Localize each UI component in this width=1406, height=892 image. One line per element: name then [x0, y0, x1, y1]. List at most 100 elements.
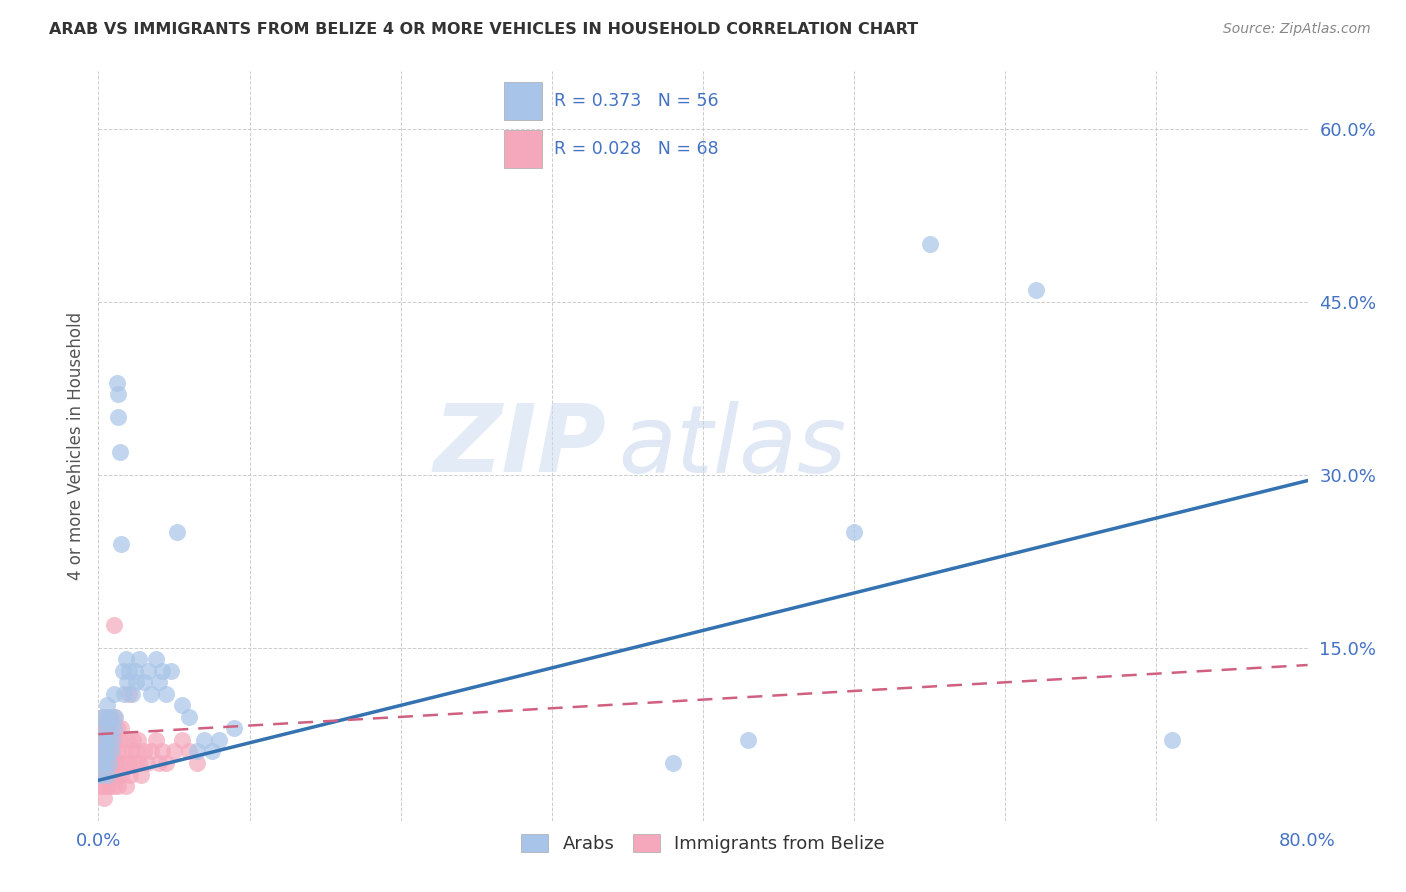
Point	[114, 652, 136, 666]
Point	[91, 710, 114, 724]
Point	[89, 779, 111, 793]
Point	[103, 756, 125, 770]
Point	[107, 756, 129, 770]
Point	[96, 779, 118, 793]
Point	[111, 664, 134, 678]
Point	[114, 779, 136, 793]
Point	[121, 687, 143, 701]
Point	[101, 767, 124, 781]
Point	[148, 675, 170, 690]
Point	[94, 744, 117, 758]
Point	[105, 722, 128, 736]
Point	[100, 744, 122, 758]
Point	[141, 687, 163, 701]
Point	[98, 767, 121, 781]
Bar	[505, 82, 541, 120]
Point	[110, 767, 132, 781]
Point	[193, 733, 215, 747]
Point	[110, 537, 132, 551]
Point	[148, 756, 170, 770]
Text: R = 0.373   N = 56: R = 0.373 N = 56	[554, 93, 718, 111]
Point	[170, 698, 193, 713]
Point	[201, 744, 224, 758]
Point	[89, 767, 111, 781]
Point	[661, 756, 683, 770]
Text: Source: ZipAtlas.com: Source: ZipAtlas.com	[1223, 22, 1371, 37]
Point	[145, 733, 167, 747]
Point	[108, 733, 131, 747]
Point	[91, 710, 114, 724]
Point	[108, 444, 131, 458]
Point	[844, 525, 866, 540]
Point	[103, 722, 125, 736]
Point	[91, 744, 114, 758]
Point	[91, 779, 114, 793]
Point	[98, 744, 121, 758]
Point	[89, 767, 111, 781]
Point	[89, 744, 111, 758]
Point	[104, 710, 127, 724]
Point	[155, 756, 177, 770]
Point	[170, 733, 193, 747]
Point	[94, 744, 117, 758]
Point	[87, 756, 110, 770]
Point	[103, 687, 125, 701]
Point	[104, 733, 127, 747]
Point	[96, 756, 118, 770]
Point	[118, 756, 141, 770]
Point	[112, 687, 135, 701]
Point	[1160, 733, 1182, 747]
Point	[125, 675, 148, 690]
Point	[107, 410, 129, 425]
Point	[208, 733, 231, 747]
Point	[103, 617, 125, 632]
Point	[107, 387, 129, 401]
Point	[155, 687, 177, 701]
Point	[89, 733, 111, 747]
Point	[100, 779, 122, 793]
Point	[124, 664, 146, 678]
Point	[128, 652, 150, 666]
Point	[94, 722, 117, 736]
Point	[160, 664, 183, 678]
Point	[166, 525, 188, 540]
Point	[100, 756, 122, 770]
Point	[136, 664, 159, 678]
Point	[93, 756, 115, 770]
Point	[135, 756, 157, 770]
Text: ARAB VS IMMIGRANTS FROM BELIZE 4 OR MORE VEHICLES IN HOUSEHOLD CORRELATION CHART: ARAB VS IMMIGRANTS FROM BELIZE 4 OR MORE…	[49, 22, 918, 37]
Point	[124, 756, 146, 770]
Point	[132, 675, 155, 690]
Point	[115, 733, 138, 747]
Point	[101, 744, 124, 758]
Point	[105, 744, 128, 758]
Point	[115, 675, 138, 690]
Point	[132, 744, 155, 758]
Point	[150, 664, 173, 678]
Point	[112, 744, 135, 758]
Point	[96, 733, 118, 747]
Point	[100, 710, 122, 724]
Point	[103, 779, 125, 793]
Point	[94, 710, 117, 724]
Point	[98, 756, 121, 770]
Point	[128, 756, 150, 770]
Point	[89, 756, 111, 770]
Point	[90, 744, 112, 758]
Text: R = 0.028   N = 68: R = 0.028 N = 68	[554, 141, 718, 159]
Point	[91, 767, 114, 781]
Text: atlas: atlas	[619, 401, 846, 491]
Point	[101, 733, 124, 747]
Point	[91, 744, 114, 758]
Point	[118, 687, 141, 701]
Point	[120, 767, 142, 781]
Point	[224, 722, 246, 736]
Point	[186, 756, 208, 770]
Point	[179, 744, 201, 758]
Bar	[505, 130, 541, 168]
Point	[94, 767, 117, 781]
Point	[93, 790, 115, 805]
Point	[90, 722, 112, 736]
Point	[141, 744, 163, 758]
Point	[93, 733, 115, 747]
